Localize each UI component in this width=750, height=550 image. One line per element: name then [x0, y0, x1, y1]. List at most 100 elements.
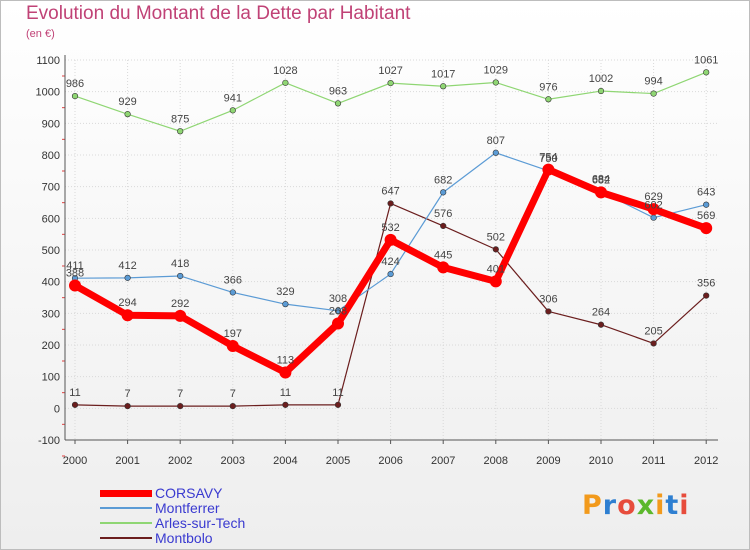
legend-item-montbolo: Montbolo [100, 530, 300, 546]
legend-label: Montferrer [155, 500, 220, 516]
axes: -100 0 100 200 300 400 500 600 700 800 900 1000 1100… [36, 55, 718, 467]
data-label-montferrer: 602 [644, 200, 662, 212]
data-label-arles-sur-tech: 1061 [694, 54, 718, 66]
data-label-arles-sur-tech: 1028 [273, 65, 297, 77]
data-label-montferrer: 424 [381, 256, 399, 268]
logo-letter: o [617, 490, 637, 521]
chart-title: Evolution du Montant de la Dette par Hab… [26, 3, 411, 24]
x-tick-label: 2000 [63, 455, 87, 467]
data-point-corsavy [647, 203, 660, 216]
data-point-montbolo [282, 401, 289, 408]
data-point-montferrer [650, 214, 657, 221]
data-label-montbolo: 11 [69, 387, 80, 399]
data-point-corsavy [226, 339, 239, 352]
x-tick-label: 2001 [115, 455, 139, 467]
data-point-arles-sur-tech [124, 111, 131, 118]
data-label-corsavy: 445 [434, 249, 452, 261]
data-point-arles-sur-tech [282, 79, 289, 86]
data-point-arles-sur-tech [334, 100, 342, 107]
data-label-arles-sur-tech: 976 [539, 81, 557, 93]
data-point-corsavy [437, 261, 450, 274]
data-point-corsavy [121, 309, 134, 322]
data-point-montferrer [282, 301, 289, 308]
data-label-arles-sur-tech: 994 [644, 76, 662, 88]
x-tick-label: 2005 [326, 455, 350, 467]
logo-letter: t [665, 490, 680, 521]
y-tick-label: 0 [54, 403, 60, 415]
data-label-montferrer: 807 [487, 135, 505, 147]
data-label-arles-sur-tech: 941 [224, 92, 242, 104]
data-point-arles-sur-tech [177, 128, 184, 135]
data-label-montbolo: 576 [434, 208, 452, 220]
y-tick-label: 400 [42, 277, 60, 289]
data-label-montbolo: 7 [125, 388, 131, 400]
x-tick-label: 2002 [168, 455, 192, 467]
data-point-arles-sur-tech [71, 92, 79, 100]
data-point-montbolo [334, 401, 342, 408]
legend-item-corsavy: CORSAVY [100, 485, 300, 501]
data-label-corsavy: 388 [66, 267, 84, 279]
data-point-arles-sur-tech [545, 96, 552, 103]
data-label-arles-sur-tech: 986 [66, 78, 84, 90]
data-point-montbolo [177, 403, 184, 410]
data-point-corsavy [69, 279, 81, 292]
data-point-corsavy [595, 186, 607, 199]
data-point-arles-sur-tech [650, 90, 657, 97]
data-point-montbolo [440, 222, 447, 230]
y-tick-label: 900 [42, 118, 60, 130]
data-point-montbolo [703, 292, 710, 299]
data-label-montbolo: 205 [644, 325, 662, 337]
logo-letter: P [582, 490, 603, 521]
data-point-montferrer [124, 274, 131, 281]
data-point-arles-sur-tech [492, 79, 499, 86]
data-label-arles-sur-tech: 1002 [589, 73, 613, 85]
data-label-arles-sur-tech: 875 [171, 113, 189, 125]
legend-label: CORSAVY [155, 485, 223, 501]
data-label-montferrer: 412 [118, 260, 136, 272]
y-tick-label: 100 [42, 372, 60, 384]
grid [65, 59, 718, 441]
data-point-montbolo [124, 403, 131, 410]
data-label-montbolo: 11 [332, 387, 343, 399]
data-label-corsavy: 401 [487, 263, 505, 275]
data-label-montbolo: 306 [539, 293, 557, 305]
data-label-montbolo: 502 [487, 231, 505, 243]
data-point-corsavy [332, 317, 344, 330]
data-label-arles-sur-tech: 929 [118, 96, 136, 108]
data-point-corsavy [384, 233, 397, 246]
data-point-corsavy [279, 366, 292, 379]
y-tick-label: 500 [42, 245, 60, 257]
x-tick-label: 2008 [484, 455, 508, 467]
legend-swatch [100, 522, 152, 524]
x-tick-label: 2006 [378, 455, 402, 467]
data-point-montferrer [334, 307, 342, 314]
data-point-arles-sur-tech [229, 107, 236, 114]
data-point-montbolo [650, 340, 657, 347]
data-point-montbolo [492, 246, 499, 253]
y-tick-label: 200 [42, 340, 60, 352]
logo-letter: r [602, 490, 618, 521]
y-tick-label: -100 [38, 435, 60, 447]
data-point-montferrer [387, 270, 394, 278]
data-label-corsavy: 754 [539, 152, 557, 164]
legend-item-arles-sur-tech: Arles-sur-Tech [100, 515, 300, 531]
data-label-montferrer: 308 [329, 293, 347, 305]
data-point-arles-sur-tech [440, 83, 447, 90]
data-label-corsavy: 682 [592, 174, 610, 186]
data-point-corsavy [700, 222, 713, 235]
data-label-corsavy: 113 [277, 355, 295, 367]
x-tick-label: 2009 [536, 455, 560, 467]
data-label-arles-sur-tech: 1029 [484, 64, 508, 76]
data-label-corsavy: 294 [118, 297, 136, 309]
data-point-montbolo [229, 403, 236, 410]
data-point-arles-sur-tech [387, 80, 394, 87]
data-point-montferrer [440, 189, 447, 196]
data-label-montferrer: 329 [276, 286, 294, 298]
proxiti-logo: Proxiti [582, 490, 690, 521]
data-label-montferrer: 418 [171, 258, 189, 270]
logo-letter: i [655, 490, 666, 521]
chart-subtitle: (en €) [26, 28, 55, 40]
data-point-montferrer [229, 289, 236, 296]
legend-swatch [100, 537, 152, 539]
legend: CORSAVY Montferrer Arles-sur-Tech Montbolo [100, 485, 300, 546]
